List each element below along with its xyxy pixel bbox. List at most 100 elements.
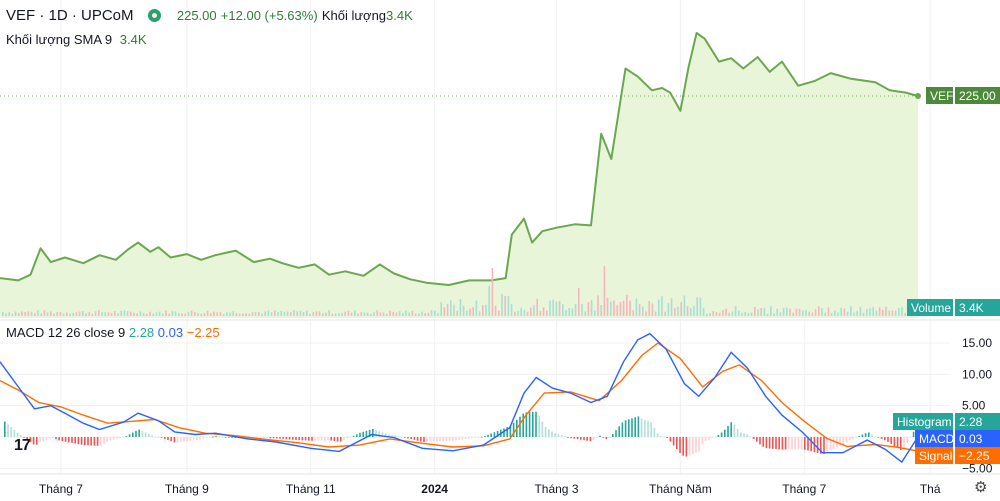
macd-histogram-bar [644, 419, 646, 437]
volume-bar [24, 312, 26, 316]
macd-legend[interactable]: MACD 12 26 close 9 2.28 0.03 −2.25 [6, 325, 220, 340]
volume-bar [539, 310, 542, 316]
volume-bar [360, 312, 362, 316]
macd-histogram-bar [711, 437, 713, 439]
volume-bar [805, 309, 807, 316]
volume-bar [440, 302, 442, 316]
macd-histogram-bar [554, 433, 556, 437]
volume-bar [536, 298, 538, 316]
macd-histogram-bar [874, 436, 876, 437]
macd-histogram-bar [381, 432, 384, 437]
volume-bar [776, 308, 778, 316]
macd-histogram-bar [61, 437, 64, 442]
macd-histogram-bar [720, 432, 723, 437]
volume-sma-legend[interactable]: Khối lượng SMA 9 3.4K [6, 32, 147, 47]
macd-histogram-bar [759, 437, 761, 445]
volume-bar [8, 312, 10, 316]
volume-bar [859, 307, 862, 316]
volume-bar [702, 308, 705, 316]
symbol-title[interactable]: VEF · 1D · UPCoM [6, 7, 134, 24]
volume-bar [853, 312, 855, 316]
volume-bar [184, 313, 186, 316]
macd-histogram-bar [631, 418, 633, 437]
macd-histogram-bar [455, 437, 457, 441]
volume-bar [901, 307, 903, 316]
volume-bar [389, 310, 391, 316]
macd-histogram-bar [887, 437, 889, 442]
volume-bar [277, 312, 279, 316]
volume-bar [680, 302, 682, 316]
macd-histogram-bar [477, 437, 480, 438]
volume-bar [165, 310, 167, 316]
macd-histogram-bar [423, 437, 425, 442]
volume-bar [754, 307, 756, 316]
volume-bar [581, 303, 583, 316]
volume-bar [21, 311, 23, 316]
tradingview-logo-icon[interactable]: 17 [14, 437, 31, 454]
macd-histogram-bar [464, 437, 467, 439]
volume-bar [478, 311, 481, 316]
macd-histogram-bar [116, 437, 118, 439]
volume-tag-value: 3.4K [959, 301, 984, 315]
volume-bar [856, 311, 858, 316]
settings-gear-icon[interactable]: ⚙ [974, 479, 988, 496]
volume-bar [872, 307, 874, 316]
macd-histogram-bar [36, 437, 38, 445]
macd-histogram-bar [52, 437, 54, 439]
volume-bar [126, 311, 129, 316]
volume-bar [565, 310, 567, 316]
macd-histogram-bar [909, 437, 912, 438]
volume-bar [338, 313, 340, 316]
volume-bar [264, 311, 266, 316]
macd-histogram-bar [912, 431, 915, 437]
volume-bar [888, 310, 890, 316]
macd-histogram-bar [288, 437, 291, 440]
macd-histogram-bar [208, 437, 211, 438]
volume-bar [731, 311, 734, 316]
signal-tag-label: Signal [919, 449, 952, 463]
macd-histogram-bar [157, 436, 160, 438]
macd-histogram-bar [567, 437, 569, 438]
volume-bar [629, 300, 631, 316]
volume-bar [568, 308, 570, 316]
macd-histogram-bar [512, 422, 515, 437]
volume-bar [267, 310, 270, 316]
macd-histogram-bar [704, 437, 707, 441]
volume-bar [110, 312, 113, 316]
volume-sma-label: Khối lượng SMA 9 [6, 32, 113, 47]
macd-histogram-bar [311, 437, 313, 441]
macd-histogram-bar [212, 436, 214, 438]
macd-histogram-bar [365, 430, 368, 437]
macd-histogram-bar [621, 422, 624, 437]
volume-bar [696, 297, 698, 316]
macd-histogram-bar [573, 437, 576, 439]
volume-bar [206, 310, 209, 316]
volume-bar [219, 312, 222, 316]
volume-bar [699, 297, 702, 316]
macd-histogram-bar [749, 436, 752, 438]
macd-histogram-bar [452, 437, 454, 441]
volume-bar [386, 313, 388, 316]
macd-histogram-bar [170, 437, 172, 442]
volume-bar [709, 313, 711, 316]
volume-bar [862, 312, 865, 316]
macd-histogram-bar [228, 437, 230, 438]
volume-bar [517, 311, 519, 316]
volume-bar [738, 310, 740, 316]
volume-bar [178, 313, 180, 316]
macd-histogram-bar [906, 437, 908, 443]
price-tag-box [926, 87, 953, 104]
volume-bar [558, 301, 561, 316]
macd-histogram-bar [125, 436, 128, 437]
volume-bar [363, 312, 366, 316]
volume-bar [254, 311, 257, 316]
macd-histogram-bar [378, 431, 380, 437]
macd-histogram-bar [592, 437, 595, 441]
volume-bar [133, 312, 135, 316]
macd-histogram-bar [820, 437, 822, 454]
macd-histogram-bar [122, 437, 124, 438]
volume-bar [286, 311, 289, 316]
macd-histogram-bar [388, 434, 390, 437]
volume-bar [261, 313, 263, 316]
